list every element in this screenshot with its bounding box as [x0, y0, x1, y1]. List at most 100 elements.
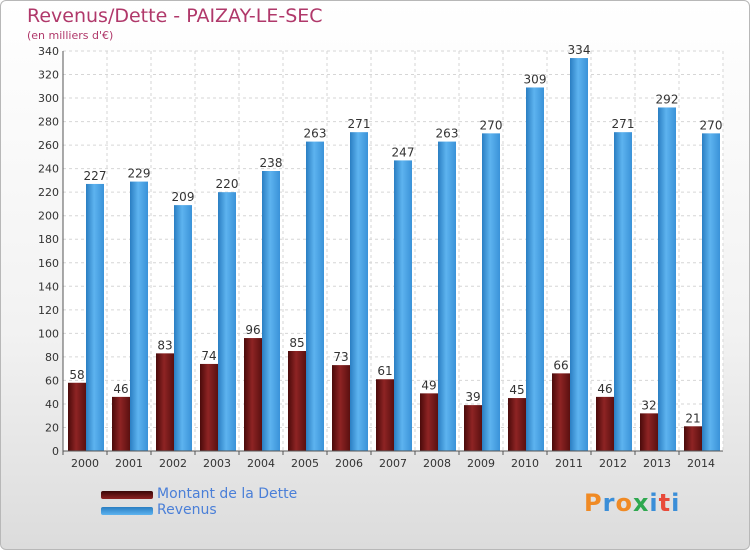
bar-dette	[288, 351, 306, 451]
x-tick-label: 2002	[159, 457, 187, 470]
bar-revenus	[482, 133, 500, 451]
x-tick-label: 2005	[291, 457, 319, 470]
data-label: 85	[289, 336, 304, 350]
y-tick-label: 20	[45, 421, 59, 434]
logo-letter: i	[649, 489, 659, 517]
y-tick-label: 260	[38, 139, 59, 152]
x-tick-label: 2012	[599, 457, 627, 470]
y-tick-label: 0	[52, 445, 59, 458]
data-label: 83	[157, 338, 172, 352]
y-tick-label: 280	[38, 116, 59, 129]
bar-revenus	[438, 141, 456, 451]
logo-letter: o	[615, 489, 633, 517]
x-tick-label: 2003	[203, 457, 231, 470]
y-tick-label: 320	[38, 69, 59, 82]
x-tick-label: 2013	[643, 457, 671, 470]
y-tick-label: 40	[45, 398, 59, 411]
bar-revenus	[658, 107, 676, 452]
bar-revenus	[130, 181, 148, 451]
data-label: 46	[113, 382, 128, 396]
data-label: 271	[612, 117, 635, 131]
data-label: 46	[597, 382, 612, 396]
data-label: 334	[568, 43, 591, 57]
bar-dette	[464, 405, 482, 451]
bar-dette	[244, 338, 262, 451]
bar-dette	[68, 382, 86, 451]
data-label: 32	[641, 398, 656, 412]
data-label: 247	[392, 145, 415, 159]
y-tick-label: 100	[38, 327, 59, 340]
bar-revenus	[174, 205, 192, 451]
bar-dette	[420, 393, 438, 451]
logo-letter: P	[584, 489, 603, 517]
x-tick-label: 2010	[511, 457, 539, 470]
x-tick-label: 2009	[467, 457, 495, 470]
bar-revenus	[614, 132, 632, 452]
data-label: 74	[201, 349, 216, 363]
data-label: 21	[685, 411, 700, 425]
legend-swatch-debt	[101, 491, 153, 499]
x-tick-label: 2011	[555, 457, 583, 470]
data-label: 270	[700, 118, 723, 132]
data-label: 227	[84, 169, 107, 183]
x-tick-label: 2014	[687, 457, 715, 470]
proxiti-logo: Proxiti	[584, 489, 680, 517]
data-label: 45	[509, 383, 524, 397]
data-label: 263	[436, 127, 459, 141]
bar-revenus	[570, 58, 588, 451]
y-tick-label: 200	[38, 210, 59, 223]
legend-swatch-revenus	[101, 507, 153, 515]
data-label: 271	[348, 117, 371, 131]
data-label: 209	[172, 190, 195, 204]
bar-revenus	[306, 141, 324, 451]
data-label: 73	[333, 350, 348, 364]
data-label: 220	[216, 177, 239, 191]
y-tick-label: 80	[45, 351, 59, 364]
bar-dette	[200, 363, 218, 451]
bar-dette	[376, 379, 394, 451]
y-tick-label: 180	[38, 233, 59, 246]
y-tick-label: 240	[38, 163, 59, 176]
bar-revenus	[394, 160, 412, 452]
bar-dette	[640, 413, 658, 451]
x-tick-label: 2007	[379, 457, 407, 470]
x-tick-label: 2001	[115, 457, 143, 470]
y-tick-label: 140	[38, 280, 59, 293]
bar-dette	[684, 426, 702, 451]
data-label: 49	[421, 378, 436, 392]
bar-dette	[552, 373, 570, 451]
logo-letter: t	[658, 489, 672, 517]
y-tick-label: 220	[38, 186, 59, 199]
data-label: 270	[480, 118, 503, 132]
data-label: 292	[656, 92, 679, 106]
data-label: 66	[553, 358, 568, 372]
x-tick-label: 2000	[71, 457, 99, 470]
data-label: 263	[304, 127, 327, 141]
y-tick-label: 60	[45, 374, 59, 387]
y-tick-label: 120	[38, 304, 59, 317]
bar-revenus	[702, 133, 720, 451]
logo-letter: i	[671, 489, 681, 517]
chart-title: Revenus/Dette - PAIZAY-LE-SEC	[27, 5, 323, 27]
x-tick-label: 2008	[423, 457, 451, 470]
bar-dette	[508, 398, 526, 451]
data-label: 58	[69, 368, 84, 382]
x-tick-label: 2004	[247, 457, 275, 470]
y-tick-label: 160	[38, 257, 59, 270]
data-label: 229	[128, 167, 151, 181]
bar-revenus	[262, 171, 280, 451]
data-label: 309	[524, 72, 547, 86]
bar-revenus	[86, 183, 104, 452]
bars: 58 227 46 229 83 209 74 220 96 238 85 263 73 271 61 247…	[68, 43, 723, 452]
y-tick-label: 300	[38, 92, 59, 105]
bar-dette	[112, 396, 130, 451]
data-label: 61	[377, 364, 392, 378]
logo-letter: x	[632, 489, 650, 517]
legend-label-revenus: Revenus	[157, 502, 217, 518]
chart-subtitle: (en milliers d'€)	[27, 29, 114, 42]
axes: 0 20 40 60 80 100 120 140 160 180 200 220 240 260 280 3…	[38, 45, 723, 470]
bar-dette	[156, 353, 174, 451]
data-label: 96	[245, 323, 260, 337]
